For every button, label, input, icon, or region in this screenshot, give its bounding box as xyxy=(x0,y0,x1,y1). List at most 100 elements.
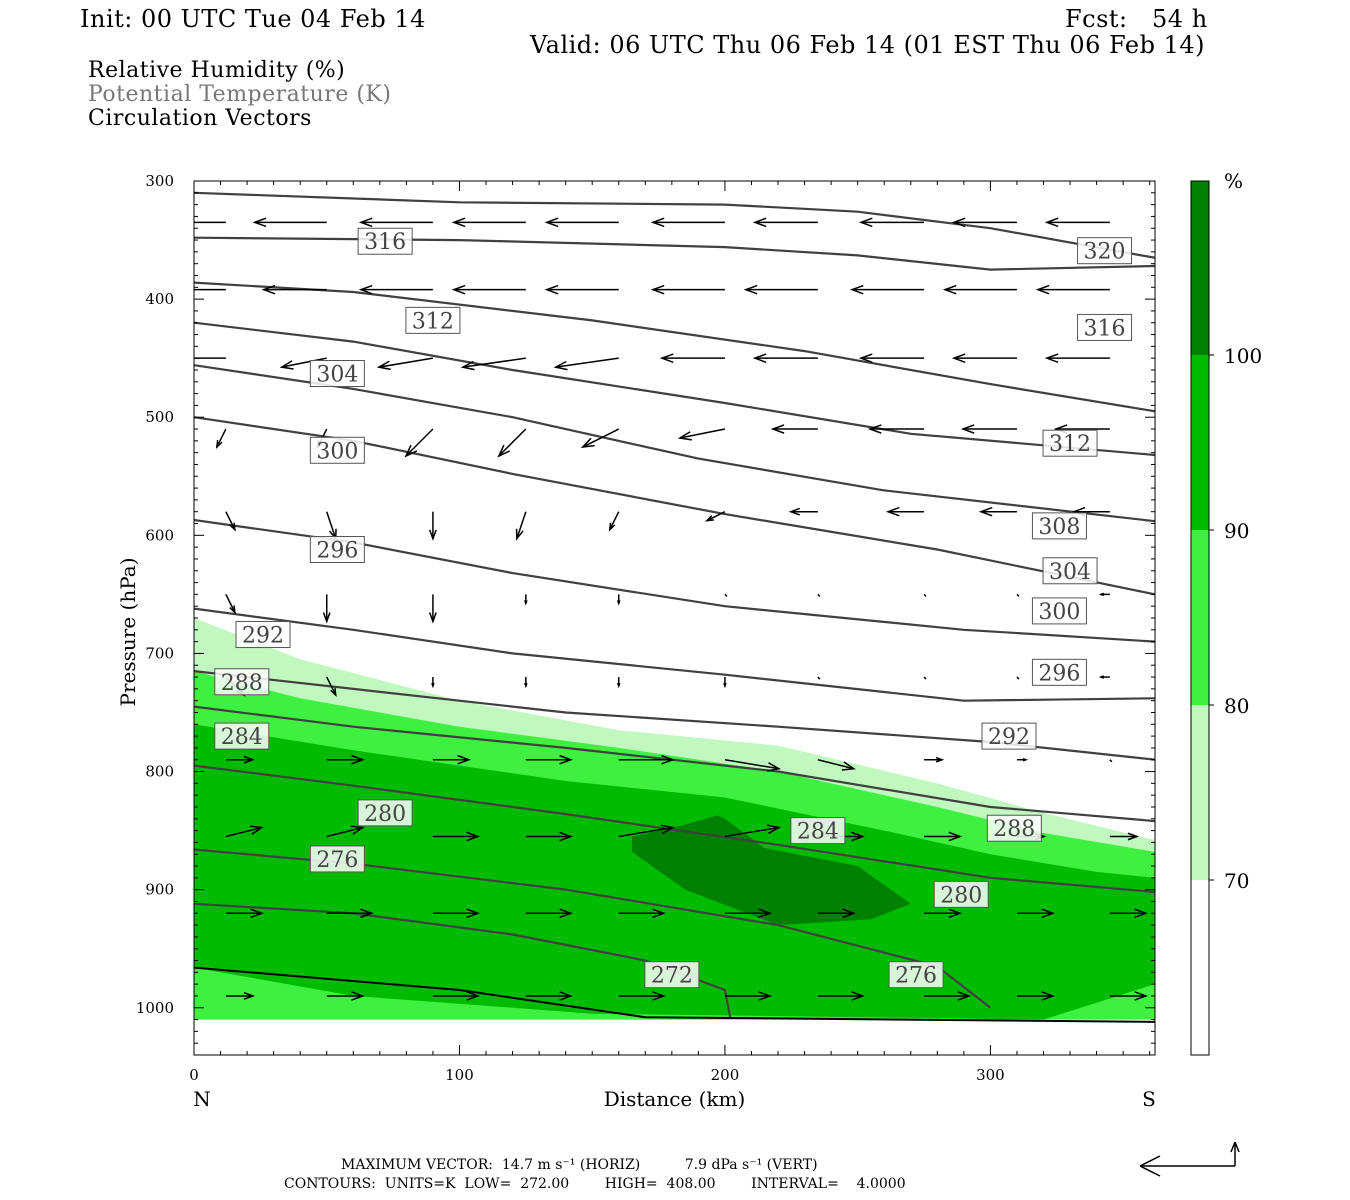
circulation-vector xyxy=(924,831,963,842)
circulation-vector xyxy=(358,284,433,295)
theta-label-296: 296 xyxy=(1031,658,1087,686)
y-tick-label: 900 xyxy=(145,881,174,899)
circulation-vector xyxy=(326,511,337,541)
svg-text:312: 312 xyxy=(412,309,454,334)
svg-text:320: 320 xyxy=(1084,240,1126,265)
circulation-vector xyxy=(225,511,236,532)
max-vector-note: MAXIMUM VECTOR: 14.7 m s⁻¹ (HORIZ) 7.9 d… xyxy=(341,1157,818,1173)
circulation-vector xyxy=(752,353,818,363)
theta-contour-276 xyxy=(194,902,732,1018)
svg-text:284: 284 xyxy=(221,725,263,750)
colorbar-label: 100 xyxy=(1224,344,1262,368)
circulation-vector xyxy=(515,511,527,541)
legend-vectors: Circulation Vectors xyxy=(88,106,312,131)
circulation-vector xyxy=(225,908,265,919)
circulation-vector xyxy=(279,357,327,370)
circulation-vector xyxy=(544,217,619,228)
svg-text:312: 312 xyxy=(1049,432,1091,457)
circulation-vector xyxy=(326,825,365,838)
circulation-vector xyxy=(704,511,726,522)
svg-text:304: 304 xyxy=(316,363,358,388)
svg-text:308: 308 xyxy=(1038,515,1080,540)
theta-contour-312 xyxy=(194,321,1155,457)
x-tick-label: 300 xyxy=(976,1066,1005,1084)
theta-label-280: 280 xyxy=(357,799,413,827)
circulation-vector xyxy=(326,754,365,765)
circulation-vector xyxy=(817,676,821,680)
circulation-vector xyxy=(194,357,226,359)
circulation-vector xyxy=(858,353,925,363)
svg-text:288: 288 xyxy=(993,817,1035,842)
circulation-vector xyxy=(1109,832,1140,841)
circulation-vector xyxy=(923,676,927,680)
circulation-vector xyxy=(1016,676,1020,680)
circulation-vector xyxy=(460,357,526,371)
circulation-vector xyxy=(428,594,437,624)
circulation-vector xyxy=(215,428,227,449)
colorbar-segment xyxy=(1191,181,1209,355)
circulation-vector xyxy=(1109,991,1149,1001)
svg-text:316: 316 xyxy=(364,230,406,255)
svg-text:280: 280 xyxy=(940,883,982,908)
circulation-vector xyxy=(1016,908,1056,919)
theta-label-292: 292 xyxy=(235,621,291,649)
theta-label-288: 288 xyxy=(986,814,1042,842)
circulation-vector xyxy=(942,284,1017,295)
legend-theta: Potential Temperature (K) xyxy=(88,82,392,107)
circulation-vector xyxy=(924,756,945,763)
colorbar-label: 80 xyxy=(1224,694,1249,718)
init-time: Init: 00 UTC Tue 04 Feb 14 xyxy=(80,5,426,33)
circulation-vector xyxy=(1098,675,1110,679)
svg-text:292: 292 xyxy=(988,725,1030,750)
circulation-vector xyxy=(326,991,365,1001)
circulation-vector xyxy=(1016,757,1029,762)
circulation-vector xyxy=(225,825,264,838)
circulation-vector xyxy=(225,755,256,764)
circulation-vector xyxy=(743,284,818,295)
theta-label-280: 280 xyxy=(933,880,989,908)
circulation-vector xyxy=(553,357,619,371)
circulation-vector xyxy=(817,759,856,771)
theta-label-284: 284 xyxy=(214,722,270,750)
colorbar-segment xyxy=(1191,355,1209,530)
y-tick-label: 400 xyxy=(145,290,174,308)
colorbar-segment xyxy=(1191,530,1209,705)
y-tick-label: 800 xyxy=(145,763,174,781)
circulation-vector xyxy=(525,991,574,1001)
theta-contour-316 xyxy=(194,236,1155,271)
circulation-vector xyxy=(960,424,1017,434)
circulation-vector xyxy=(497,428,527,458)
circulation-vector xyxy=(951,217,1017,228)
circulation-vector xyxy=(225,992,256,1000)
circulation-vector xyxy=(580,428,620,449)
circulation-vector xyxy=(524,594,528,606)
circulation-vector xyxy=(326,908,374,919)
circulation-vector xyxy=(817,908,857,919)
forecast-hour: Fcst: 54 h xyxy=(1065,5,1208,33)
theta-label-304: 304 xyxy=(309,360,365,388)
circulation-vector xyxy=(404,428,434,458)
circulation-vector xyxy=(752,217,818,228)
y-tick-label: 600 xyxy=(145,526,174,544)
colorbar-segment xyxy=(1191,880,1209,1055)
x-axis-title: Distance (km) xyxy=(604,1087,746,1111)
y-tick-label: 300 xyxy=(145,172,174,190)
contour-note: CONTOURS: UNITS=K LOW= 272.00 HIGH= 408.… xyxy=(284,1176,906,1192)
svg-text:316: 316 xyxy=(1084,316,1126,341)
theta-label-312: 312 xyxy=(405,306,461,334)
svg-text:300: 300 xyxy=(1038,600,1080,625)
circulation-vector xyxy=(924,991,972,1001)
y-axis-title: Pressure (hPa) xyxy=(116,558,140,707)
svg-text:296: 296 xyxy=(1038,661,1080,686)
circulation-vector xyxy=(723,677,727,689)
circulation-vector xyxy=(358,217,433,228)
circulation-vector xyxy=(849,284,925,295)
theta-label-288: 288 xyxy=(214,668,270,696)
rh-region-gt100 xyxy=(632,815,911,926)
circulation-vector xyxy=(376,357,434,371)
circulation-vector xyxy=(817,991,866,1001)
colorbar-label: 90 xyxy=(1224,519,1249,543)
circulation-vector xyxy=(724,991,773,1001)
circulation-vector xyxy=(618,824,675,838)
